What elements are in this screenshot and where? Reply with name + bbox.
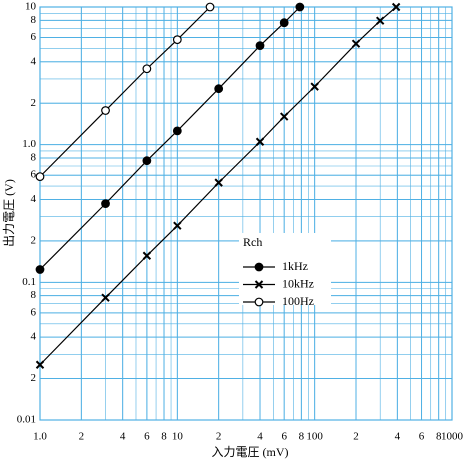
y-axis-label: 出力電圧 (V): [2, 179, 16, 247]
plot-frame: [39, 6, 453, 421]
marker: [101, 106, 110, 115]
legend-background: [239, 233, 331, 305]
marker: [205, 2, 215, 12]
x-tick-label: 8: [299, 431, 305, 443]
marker: [172, 126, 182, 136]
marker: [279, 18, 289, 28]
x-tick-label: 2: [353, 431, 359, 443]
y-tick-label: 8: [31, 289, 37, 301]
x-tick-label: 100: [306, 431, 323, 443]
y-tick-label: 8: [31, 152, 37, 164]
y-tick-label: 8: [31, 14, 37, 26]
legend-label: 10kHz: [282, 276, 314, 290]
x-tick-label: 4: [395, 431, 401, 443]
marker: [279, 112, 289, 121]
marker: [310, 82, 319, 91]
x-tick-label: 1.0: [33, 431, 47, 443]
y-tick-label: 6: [31, 306, 37, 318]
marker: [142, 64, 152, 74]
marker: [101, 199, 110, 209]
x-tick-label: 8: [161, 431, 167, 443]
marker: [173, 221, 182, 230]
marker: [214, 178, 223, 187]
x-tick-label: 6: [144, 431, 150, 443]
marker: [254, 280, 264, 289]
marker: [391, 2, 401, 12]
x-tick-label: 4: [257, 431, 263, 443]
marker: [35, 172, 45, 182]
marker: [254, 297, 264, 307]
x-tick-label: 10: [172, 431, 184, 443]
marker: [351, 39, 361, 48]
y-tick-label: 0.01: [17, 414, 36, 426]
marker: [35, 265, 45, 274]
x-tick-label: 2: [79, 431, 85, 443]
marker: [375, 16, 385, 25]
marker: [295, 2, 305, 12]
marker: [142, 251, 152, 260]
x-axis-label: 入力電圧 (mV): [212, 445, 289, 459]
y-tick-label: 2: [31, 234, 37, 246]
y-tick-label: 4: [31, 331, 37, 343]
y-tick-label: 6: [31, 31, 37, 43]
y-tick-label: 6: [31, 169, 37, 181]
x-tick-label: 6: [281, 431, 287, 443]
y-tick-label: 4: [31, 193, 37, 205]
marker: [255, 41, 265, 51]
y-tick-label: 1.0: [22, 138, 36, 150]
marker: [255, 137, 265, 146]
x-tick-label: 1000: [441, 431, 464, 443]
marker: [35, 360, 45, 369]
legend-title: Rch: [243, 235, 262, 249]
y-tick-label: 10: [25, 1, 37, 13]
marker: [101, 293, 110, 302]
x-tick-label: 6: [419, 431, 425, 443]
y-tick-label: 0.1: [22, 276, 36, 288]
legend-label: 100Hz: [282, 294, 314, 308]
marker: [172, 35, 182, 45]
x-tick-label: 4: [120, 431, 126, 443]
x-tick-label: 8: [436, 431, 442, 443]
y-tick-label: 2: [31, 97, 37, 109]
marker: [214, 84, 224, 94]
marker: [254, 262, 264, 272]
x-tick-label: 2: [216, 431, 222, 443]
y-tick-label: 4: [31, 55, 37, 67]
series-line: [39, 6, 301, 270]
legend-label: 1kHz: [282, 259, 308, 273]
y-tick-label: 2: [31, 372, 37, 384]
marker: [142, 156, 152, 166]
